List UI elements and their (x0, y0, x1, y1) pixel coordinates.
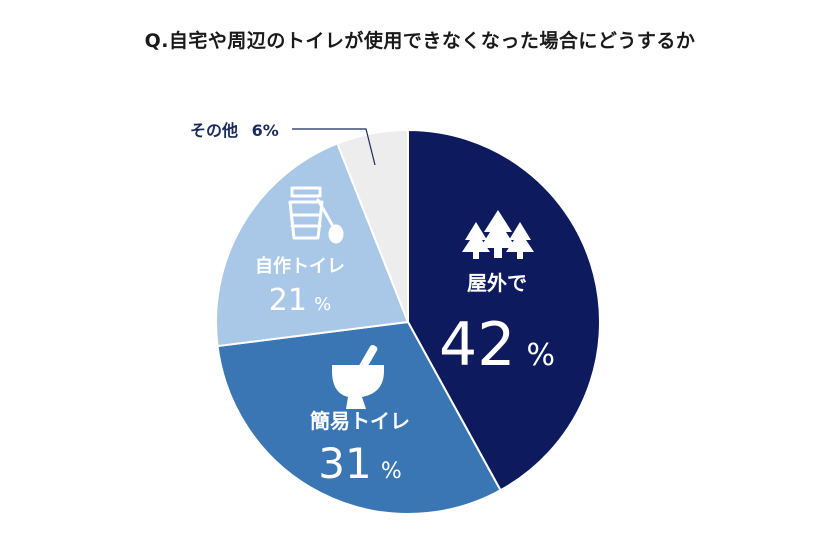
outside-slice-value: 42 % (439, 310, 555, 380)
toilet-icon (332, 344, 384, 409)
pie-slices (214, 128, 601, 515)
outside-slice (407, 128, 601, 492)
homemade-slice-label: 自作トイレ (255, 255, 345, 277)
outside-slice-label: 屋外で (467, 271, 527, 295)
homemade-value-number: 21 (269, 283, 307, 318)
outside-value-number: 42 (439, 310, 515, 380)
bucket-icon (288, 186, 344, 244)
outside-value-unit: % (526, 338, 555, 373)
homemade-slice-value: 21 % (269, 283, 331, 318)
other-slice-label: その他 6% (190, 121, 279, 140)
trees-icon (462, 210, 534, 259)
portable-slice-label: 簡易トイレ (310, 409, 410, 433)
homemade-value-unit: % (314, 294, 331, 315)
portable-value-number: 31 (318, 439, 371, 488)
portable-slice (216, 320, 502, 515)
portable-slice-value: 31 % (318, 439, 401, 488)
portable-value-unit: % (381, 459, 402, 484)
other-name: その他 (190, 121, 238, 140)
homemade-slice (214, 142, 410, 348)
other-leader-line (292, 128, 376, 166)
other-slice (336, 128, 409, 323)
other-value: 6% (252, 121, 279, 140)
chart-title: Q.自宅や周辺のトイレが使用できなくなった場合にどうするか (144, 30, 696, 52)
